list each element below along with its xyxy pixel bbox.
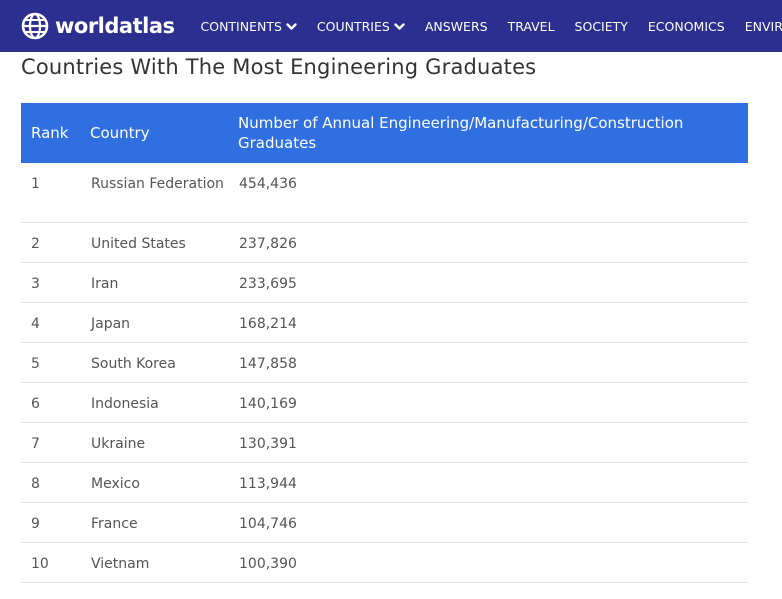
top-navbar: worldatlas CONTINENTS COUNTRIES ANSWERS TRA… (0, 0, 782, 52)
rank-cell: 9 (21, 502, 90, 543)
chevron-down-icon (394, 19, 405, 34)
table-row: 8 Mexico 113,944 (21, 462, 748, 503)
table-row: 9 France 104,746 (21, 502, 748, 543)
nav-item-answers[interactable]: ANSWERS (425, 19, 488, 34)
rank-cell: 7 (21, 422, 90, 463)
header-rank[interactable]: Rank (21, 103, 90, 163)
country-cell: France (90, 502, 238, 543)
graduates-cell: 237,826 (238, 222, 748, 263)
country-cell: Iran (90, 262, 238, 303)
nav-item-society[interactable]: SOCIETY (575, 19, 628, 34)
table-row: 7 Ukraine 130,391 (21, 422, 748, 463)
nav-item-label: SOCIETY (574, 18, 628, 34)
nav-item-label: ANSWERS (424, 18, 488, 34)
table-row: 1 Russian Federation 454,436 (21, 163, 748, 223)
nav-item-continents[interactable]: CONTINENTS (201, 19, 297, 34)
rank-cell: 5 (21, 342, 90, 383)
nav-item-countries[interactable]: COUNTRIES (317, 19, 405, 34)
nav-item-environment[interactable]: ENVIRONMENT (745, 19, 782, 34)
globe-icon (21, 12, 49, 40)
main-nav: CONTINENTS COUNTRIES ANSWERS TRAVEL SOCIETY E… (201, 19, 782, 34)
chevron-down-icon (286, 19, 297, 34)
rank-cell: 6 (21, 382, 90, 423)
graduates-cell: 168,214 (238, 302, 748, 343)
graduates-cell: 100,390 (238, 542, 748, 583)
table-row: 4 Japan 168,214 (21, 302, 748, 343)
table-row: 5 South Korea 147,858 (21, 342, 748, 383)
country-cell: South Korea (90, 342, 238, 383)
nav-item-label: TRAVEL (507, 18, 555, 34)
rank-cell: 10 (21, 542, 90, 583)
nav-item-label: CONTINENTS (200, 18, 282, 34)
country-cell: Japan (90, 302, 238, 343)
worldatlas-logo[interactable]: worldatlas (21, 12, 175, 40)
header-country[interactable]: Country (90, 103, 238, 163)
table-row: 10 Vietnam 100,390 (21, 542, 748, 583)
graduates-cell: 113,944 (238, 462, 748, 503)
graduates-cell: 147,858 (238, 342, 748, 383)
graduates-cell: 130,391 (238, 422, 748, 463)
page-title: Countries With The Most Engineering Grad… (21, 55, 537, 79)
graduates-cell: 454,436 (238, 163, 748, 223)
country-cell: Ukraine (90, 422, 238, 463)
country-cell: United States (90, 222, 238, 263)
table-row: 6 Indonesia 140,169 (21, 382, 748, 423)
nav-item-label: ENVIRONMENT (744, 18, 782, 34)
table-row: 3 Iran 233,695 (21, 262, 748, 303)
rank-cell: 8 (21, 462, 90, 503)
rank-cell: 4 (21, 302, 90, 343)
table-header-row: Rank Country Number of Annual Engineerin… (21, 103, 748, 163)
rank-cell: 1 (21, 163, 90, 223)
nav-item-label: ECONOMICS (647, 18, 725, 34)
table-row: 2 United States 237,826 (21, 222, 748, 263)
nav-item-travel[interactable]: TRAVEL (508, 19, 555, 34)
graduates-cell: 104,746 (238, 502, 748, 543)
graduates-cell: 140,169 (238, 382, 748, 423)
rank-cell: 3 (21, 262, 90, 303)
graduates-table: Rank Country Number of Annual Engineerin… (21, 103, 748, 583)
country-cell: Indonesia (90, 382, 238, 423)
nav-item-label: COUNTRIES (316, 18, 390, 34)
country-cell: Vietnam (90, 542, 238, 583)
header-graduates[interactable]: Number of Annual Engineering/Manufacturi… (238, 103, 748, 163)
nav-item-economics[interactable]: ECONOMICS (648, 19, 725, 34)
rank-cell: 2 (21, 222, 90, 263)
country-cell: Mexico (90, 462, 238, 503)
graduates-cell: 233,695 (238, 262, 748, 303)
logo-text: worldatlas (55, 14, 175, 38)
country-cell: Russian Federation (90, 163, 238, 223)
